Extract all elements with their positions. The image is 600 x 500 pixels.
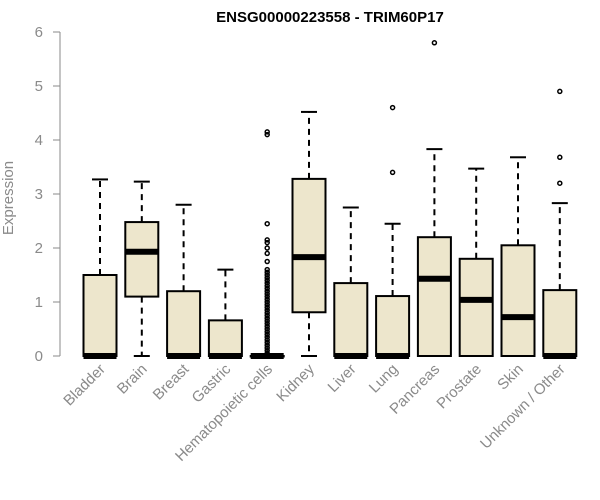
y-tick-label: 0 bbox=[35, 348, 43, 365]
outlier-point bbox=[264, 283, 270, 289]
y-tick-label: 2 bbox=[35, 240, 43, 257]
box-iqr bbox=[500, 244, 536, 357]
x-tick-label: Skin bbox=[494, 361, 527, 394]
box-iqr bbox=[291, 177, 327, 314]
outlier-point bbox=[264, 337, 270, 343]
outlier-point bbox=[264, 129, 270, 135]
outlier-point bbox=[389, 104, 396, 111]
outlier-point bbox=[264, 220, 270, 227]
outlier-point bbox=[264, 266, 270, 273]
outlier-point bbox=[264, 280, 270, 286]
outlier-point bbox=[264, 350, 270, 357]
box-brain bbox=[124, 180, 160, 357]
box-bladder bbox=[82, 178, 118, 359]
outlier-point bbox=[264, 345, 270, 351]
outlier-point bbox=[264, 237, 270, 243]
y-tick-label: 5 bbox=[35, 78, 43, 95]
y-tick-label: 6 bbox=[35, 24, 43, 41]
y-tick-label: 4 bbox=[35, 132, 43, 149]
x-tick-label: Breast bbox=[150, 360, 193, 403]
x-tick-label: Lung bbox=[366, 361, 402, 397]
outlier-point bbox=[264, 250, 270, 257]
x-tick-label: Prostate bbox=[433, 361, 485, 413]
box-breast bbox=[166, 203, 202, 359]
outlier-point bbox=[264, 239, 270, 246]
outlier-point bbox=[264, 277, 270, 284]
outlier-point bbox=[264, 334, 270, 340]
outlier-point bbox=[557, 154, 563, 161]
outlier-point bbox=[264, 285, 270, 292]
outlier-point bbox=[264, 245, 270, 251]
x-tick-label: Kidney bbox=[273, 360, 318, 405]
outlier-point bbox=[264, 301, 270, 308]
outlier-point bbox=[264, 296, 270, 303]
outlier-point bbox=[264, 326, 270, 332]
box-iqr bbox=[166, 290, 202, 358]
outlier-point bbox=[264, 288, 270, 294]
outlier-point bbox=[264, 310, 270, 316]
x-tick-label: Bladder bbox=[60, 361, 109, 410]
box-iqr bbox=[207, 319, 243, 357]
outlier-point bbox=[264, 304, 270, 311]
y-tick-label: 3 bbox=[35, 186, 43, 203]
outlier-point bbox=[264, 347, 270, 354]
x-tick-label: Liver bbox=[325, 361, 360, 396]
outlier-point bbox=[431, 40, 438, 46]
box-iqr bbox=[124, 221, 160, 298]
box-pancreas bbox=[416, 40, 452, 357]
outlier-point bbox=[264, 339, 270, 346]
outlier-point bbox=[557, 88, 563, 95]
box-iqr bbox=[82, 274, 118, 357]
outlier-point bbox=[264, 131, 270, 138]
outlier-point bbox=[389, 169, 396, 176]
y-axis-label: Expression bbox=[0, 161, 17, 235]
outlier-point bbox=[264, 291, 270, 297]
box-iqr bbox=[333, 282, 369, 358]
outlier-point bbox=[264, 299, 270, 305]
outlier-point bbox=[264, 272, 270, 278]
box-lung bbox=[375, 104, 411, 359]
box-iqr bbox=[542, 289, 578, 357]
box-prostate bbox=[458, 167, 494, 357]
box-unknown-other bbox=[542, 88, 578, 359]
outlier-point bbox=[557, 180, 563, 186]
outlier-point bbox=[264, 315, 270, 321]
outlier-point bbox=[264, 318, 270, 324]
outlier-point bbox=[264, 312, 270, 319]
y-tick-label: 1 bbox=[35, 294, 43, 311]
outlier-point bbox=[264, 328, 270, 335]
box-iqr bbox=[458, 257, 494, 357]
x-tick-label: Brain bbox=[114, 361, 151, 398]
outlier-point bbox=[264, 342, 270, 348]
outlier-point bbox=[264, 320, 270, 327]
boxes-group bbox=[82, 40, 578, 359]
box-hematopoietic-cells bbox=[249, 129, 285, 359]
outlier-point bbox=[264, 269, 270, 276]
outlier-point bbox=[264, 307, 270, 313]
chart-title: ENSG00000223558 - TRIM60P17 bbox=[216, 9, 444, 26]
outlier-point bbox=[264, 331, 270, 338]
box-iqr bbox=[416, 236, 452, 357]
box-skin bbox=[500, 156, 536, 357]
box-gastric bbox=[207, 268, 243, 359]
y-axis: 0 1 2 3 4 5 6 bbox=[35, 24, 61, 365]
outlier-point bbox=[264, 258, 270, 265]
box-kidney bbox=[291, 110, 327, 357]
box-liver bbox=[333, 206, 369, 359]
outlier-point bbox=[264, 323, 270, 330]
box-iqr bbox=[375, 295, 411, 357]
outlier-point bbox=[264, 293, 270, 300]
outlier-point bbox=[264, 274, 270, 281]
